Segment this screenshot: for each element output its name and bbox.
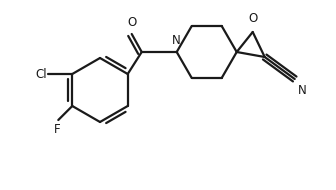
Text: O: O (248, 12, 257, 25)
Text: Cl: Cl (36, 67, 47, 81)
Text: F: F (54, 123, 60, 136)
Text: N: N (172, 34, 181, 47)
Text: N: N (298, 84, 306, 97)
Text: O: O (127, 16, 136, 29)
